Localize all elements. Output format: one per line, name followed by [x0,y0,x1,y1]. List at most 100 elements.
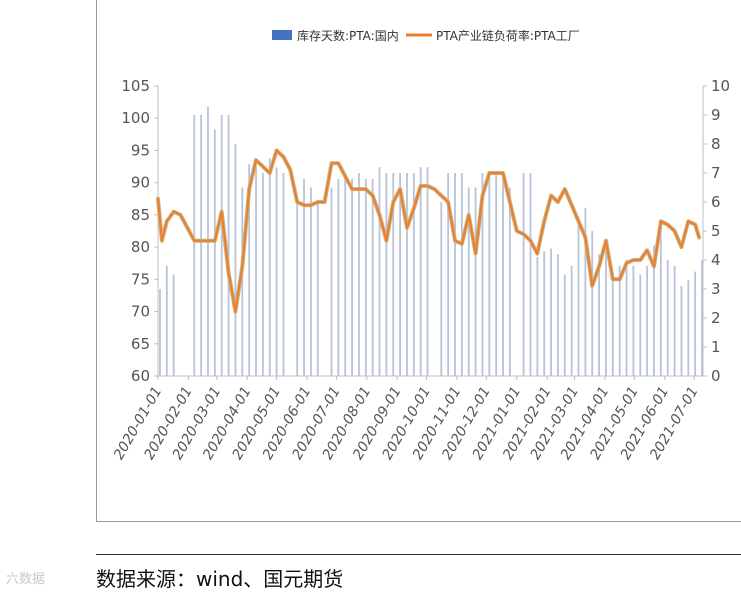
y-right-tick-label: 4 [711,251,721,269]
inventory-bar [261,173,264,376]
y-right-tick-label: 1 [711,338,721,356]
inventory-bar [193,115,196,376]
y-right-tick-label: 6 [711,193,721,211]
inventory-bar [653,245,655,376]
legend-line-label: PTA产业链负荷率:PTA工厂 [436,28,580,43]
y-right-tick-label: 9 [711,106,721,124]
inventory-bar [447,173,450,376]
source-note: 数据来源：wind、国元期货 [96,567,344,591]
y-left-tick-label: 105 [121,77,150,95]
y-left-tick-label: 95 [131,141,150,159]
y-right-tick-label: 0 [711,367,721,385]
source-divider [96,554,741,555]
inventory-bar [598,254,600,376]
inventory-bar [392,173,395,376]
inventory-bar [543,251,546,376]
inventory-bar [296,196,299,376]
inventory-bar [412,173,415,376]
inventory-bar [399,173,402,376]
inventory-bar [213,129,216,376]
inventory-bar [605,251,607,376]
load-rate-line [157,149,701,313]
inventory-bar [248,164,251,376]
inventory-bar [522,173,525,376]
inventory-bar [282,173,285,376]
inventory-bar [618,265,621,376]
inventory-bar [200,115,203,376]
inventory-bar [701,260,703,376]
inventory-bar [632,265,635,376]
chart-frame [96,0,741,522]
inventory-bar [591,231,594,376]
y-left-tick-label: 65 [131,335,150,353]
inventory-bar [227,115,230,376]
inventory-bar [172,274,175,376]
inventory-bar [378,167,381,376]
inventory-bar [241,187,244,376]
y-left-tick-label: 60 [131,367,150,385]
inventory-bar [550,248,552,376]
legend-bar-swatch [272,30,292,40]
y-right-tick-label: 7 [711,164,721,182]
inventory-bar [234,144,237,376]
inventory-bar [371,178,374,376]
inventory-bar [220,115,223,376]
inventory-bar [570,265,573,376]
y-right-tick-label: 3 [711,280,721,298]
inventory-bar [680,286,683,376]
inventory-bar [508,187,511,376]
y-left-tick-label: 75 [131,270,150,288]
inventory-bar [694,271,697,376]
inventory-bar [666,260,669,376]
inventory-bar [440,202,443,376]
watermark-logo: 六数据 [6,572,46,587]
inventory-bar [625,260,628,376]
y-right-tick-label: 2 [711,309,721,327]
inventory-bar [330,187,333,376]
y-left-tick-label: 85 [131,206,150,224]
inventory-bar [344,178,347,376]
inventory-bar [687,280,690,376]
inventory-bar [255,167,257,376]
y-left-tick-label: 90 [131,174,150,192]
inventory-bar [406,173,408,376]
y-left-tick-label: 100 [121,109,150,127]
inventory-bar [460,173,463,376]
inventory-bar [419,167,422,376]
inventory-bar [536,257,539,376]
y-left-tick-label: 70 [131,303,150,321]
inventory-bar [358,173,360,376]
inventory-bar [467,187,470,376]
inventory-bar [577,216,580,376]
inventory-bar [502,178,504,376]
inventory-bar [495,173,498,376]
inventory-bar [673,265,676,376]
inventory-bar [351,178,353,376]
inventory-bar [337,178,340,376]
legend-bar-label: 库存天数:PTA:国内 [297,28,399,43]
inventory-bar [646,265,649,376]
inventory-bar [316,202,319,376]
inventory-bar [529,173,532,376]
inventory-bar [474,187,477,376]
y-left-tick-label: 80 [131,238,150,256]
inventory-bar [563,274,566,376]
inventory-bar [454,173,456,376]
inventory-bar [165,265,168,376]
inventory-bar [659,225,662,376]
inventory-bar [557,254,559,376]
inventory-bar [385,173,388,376]
inventory-bar [584,207,587,376]
inventory-bar [488,173,491,376]
inventory-bar [426,167,429,376]
inventory-bar [611,271,614,376]
inventory-bar [275,167,278,376]
chart: 60657075808590951001050123456789102020-0… [111,28,730,462]
inventory-bar [639,274,642,376]
y-right-tick-label: 8 [711,135,721,153]
inventory-bar [481,173,484,376]
inventory-bar [159,289,161,376]
inventory-bar [364,178,367,376]
y-right-tick-label: 10 [711,77,730,95]
y-right-tick-label: 5 [711,222,721,240]
